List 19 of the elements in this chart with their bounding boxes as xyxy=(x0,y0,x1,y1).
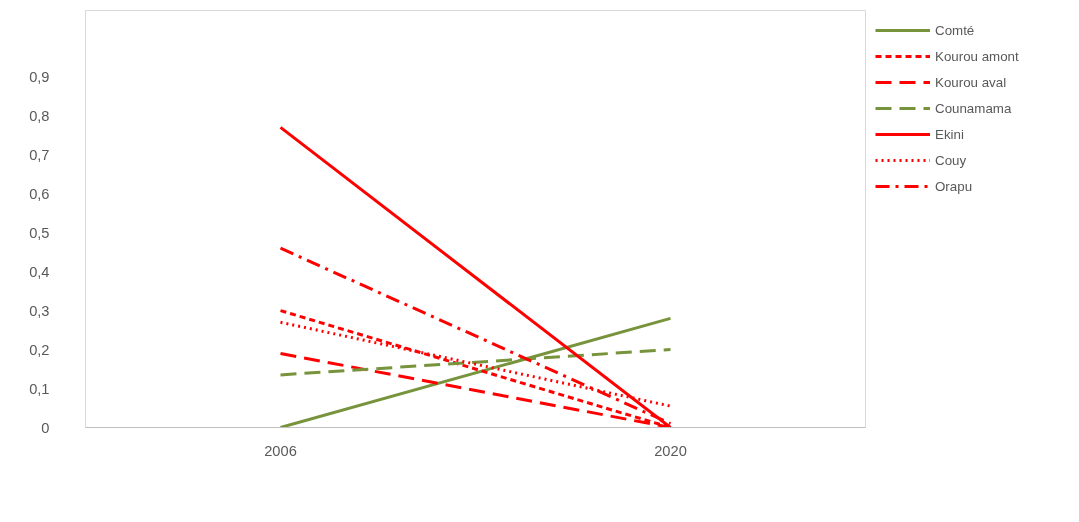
y-tick-label: 0,8 xyxy=(29,107,50,124)
y-tick-label: 0,6 xyxy=(29,185,50,202)
legend-label: Orapu xyxy=(935,178,973,194)
y-tick-label: 0,9 xyxy=(29,68,50,85)
legend-label: Kourou amont xyxy=(935,48,1019,64)
legend-label: Couy xyxy=(935,152,967,168)
y-tick-label: 0 xyxy=(41,419,50,436)
y-tick-label: 0,2 xyxy=(29,341,50,358)
y-tick-label: 0,1 xyxy=(29,380,50,397)
y-tick-label: 0,4 xyxy=(29,263,50,280)
legend-label: Kourou aval xyxy=(935,74,1007,90)
y-tick-label: 0,7 xyxy=(29,146,50,163)
x-tick-label: 2020 xyxy=(654,442,687,459)
legend-label: Counamama xyxy=(935,100,1012,116)
legend-label: Comté xyxy=(935,22,975,38)
x-tick-label: 2006 xyxy=(264,442,297,459)
y-tick-label: 0,3 xyxy=(29,302,50,319)
y-tick-label: 0,5 xyxy=(29,224,50,241)
legend-label: Ekini xyxy=(935,126,964,142)
